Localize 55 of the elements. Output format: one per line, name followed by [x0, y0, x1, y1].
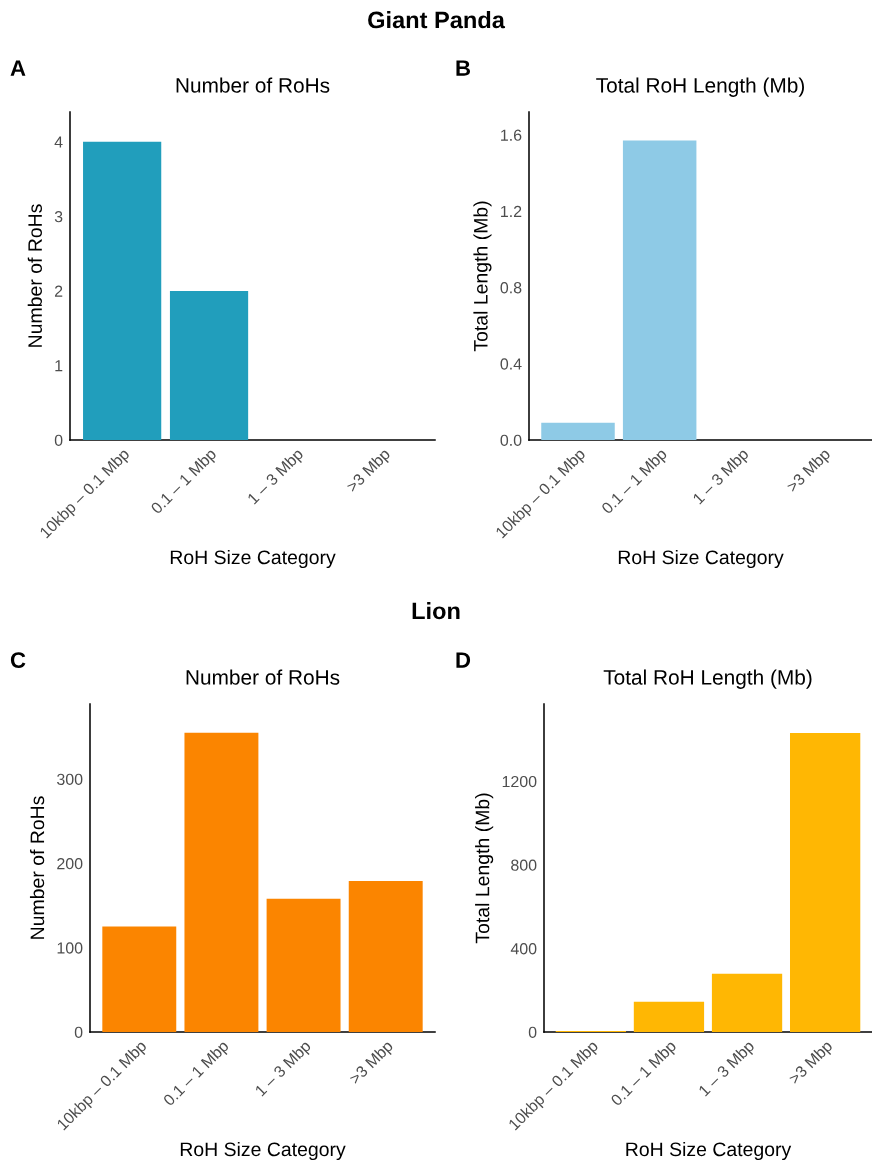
y-tick-label: 0.0	[500, 434, 522, 446]
x-tick-label: 1 – 3 Mbp	[254, 1039, 314, 1099]
x-tick-label: 1 – 3 Mbp	[697, 1039, 758, 1099]
text: C	[10, 652, 26, 668]
y-tick-label: 4	[54, 136, 63, 148]
chart-title: Number of RoHs	[186, 669, 340, 685]
y-tick-label: 1.2	[501, 205, 522, 217]
x-axis-title: RoH Size Category	[618, 549, 784, 569]
chart-title: Total RoH Length (Mb)	[596, 77, 804, 97]
x-tick-label: >3 Mbp	[787, 1039, 836, 1087]
y-tick-label: 200	[57, 858, 83, 870]
text: A	[10, 60, 26, 76]
y-axis-title: Number of RoHs	[27, 204, 42, 347]
y-axis-title: Total Length (Mb)	[475, 793, 494, 944]
y-tick-label: 0	[74, 1026, 83, 1038]
x-tick-label: 0.1 – 1 Mbp	[162, 1039, 232, 1109]
y-tick-label: 1	[55, 360, 63, 372]
y-tick-label: 2	[54, 285, 63, 297]
text: B	[456, 60, 471, 76]
x-tick-label: >3 Mbp	[345, 447, 393, 495]
x-tick-label: 0.1 – 1 Mbp	[149, 447, 220, 517]
x-axis-title: RoH Size Category	[180, 1141, 346, 1161]
y-tick-label: 800	[511, 859, 537, 871]
chart-title: Total RoH Length (Mb)	[603, 669, 812, 689]
x-axis-title: RoH Size Category	[626, 1141, 792, 1161]
y-tick-label: 1.6	[501, 129, 522, 141]
text: Giant Panda	[368, 11, 506, 29]
x-tick-label: >3 Mbp	[348, 1039, 396, 1087]
x-tick-label: 0.1 – 1 Mbp	[609, 1039, 680, 1109]
y-axis-title: Number of RoHs	[29, 796, 45, 939]
x-tick-label: 1 – 3 Mbp	[691, 447, 752, 507]
x-axis-title: RoH Size Category	[170, 549, 336, 569]
y-tick-label: 400	[510, 943, 537, 955]
bar	[184, 732, 259, 1032]
x-tick-label: >3 Mbp	[785, 447, 834, 495]
x-tick-label: 0.1 – 1 Mbp	[600, 447, 670, 517]
y-tick-label: 300	[57, 773, 83, 785]
bar	[711, 973, 783, 1032]
y-tick-label: 0	[528, 1026, 537, 1038]
y-tick-label: 0.4	[500, 358, 522, 370]
bar	[633, 1001, 705, 1032]
text: Lion	[412, 601, 460, 620]
text: D	[456, 652, 471, 668]
bar	[102, 926, 177, 1032]
bar	[790, 733, 861, 1032]
y-tick-label: 0	[54, 434, 63, 446]
y-tick-label: 0.8	[500, 282, 522, 294]
chart-title: Number of RoHs	[176, 77, 330, 93]
y-axis-title: Total Length (Mb)	[473, 201, 492, 352]
bar	[266, 898, 341, 1032]
bar	[348, 881, 423, 1032]
x-tick-label: 1 – 3 Mbp	[246, 447, 307, 507]
y-tick-label: 100	[57, 942, 83, 954]
y-tick-label: 1200	[502, 775, 537, 788]
y-tick-label: 3	[54, 211, 63, 223]
